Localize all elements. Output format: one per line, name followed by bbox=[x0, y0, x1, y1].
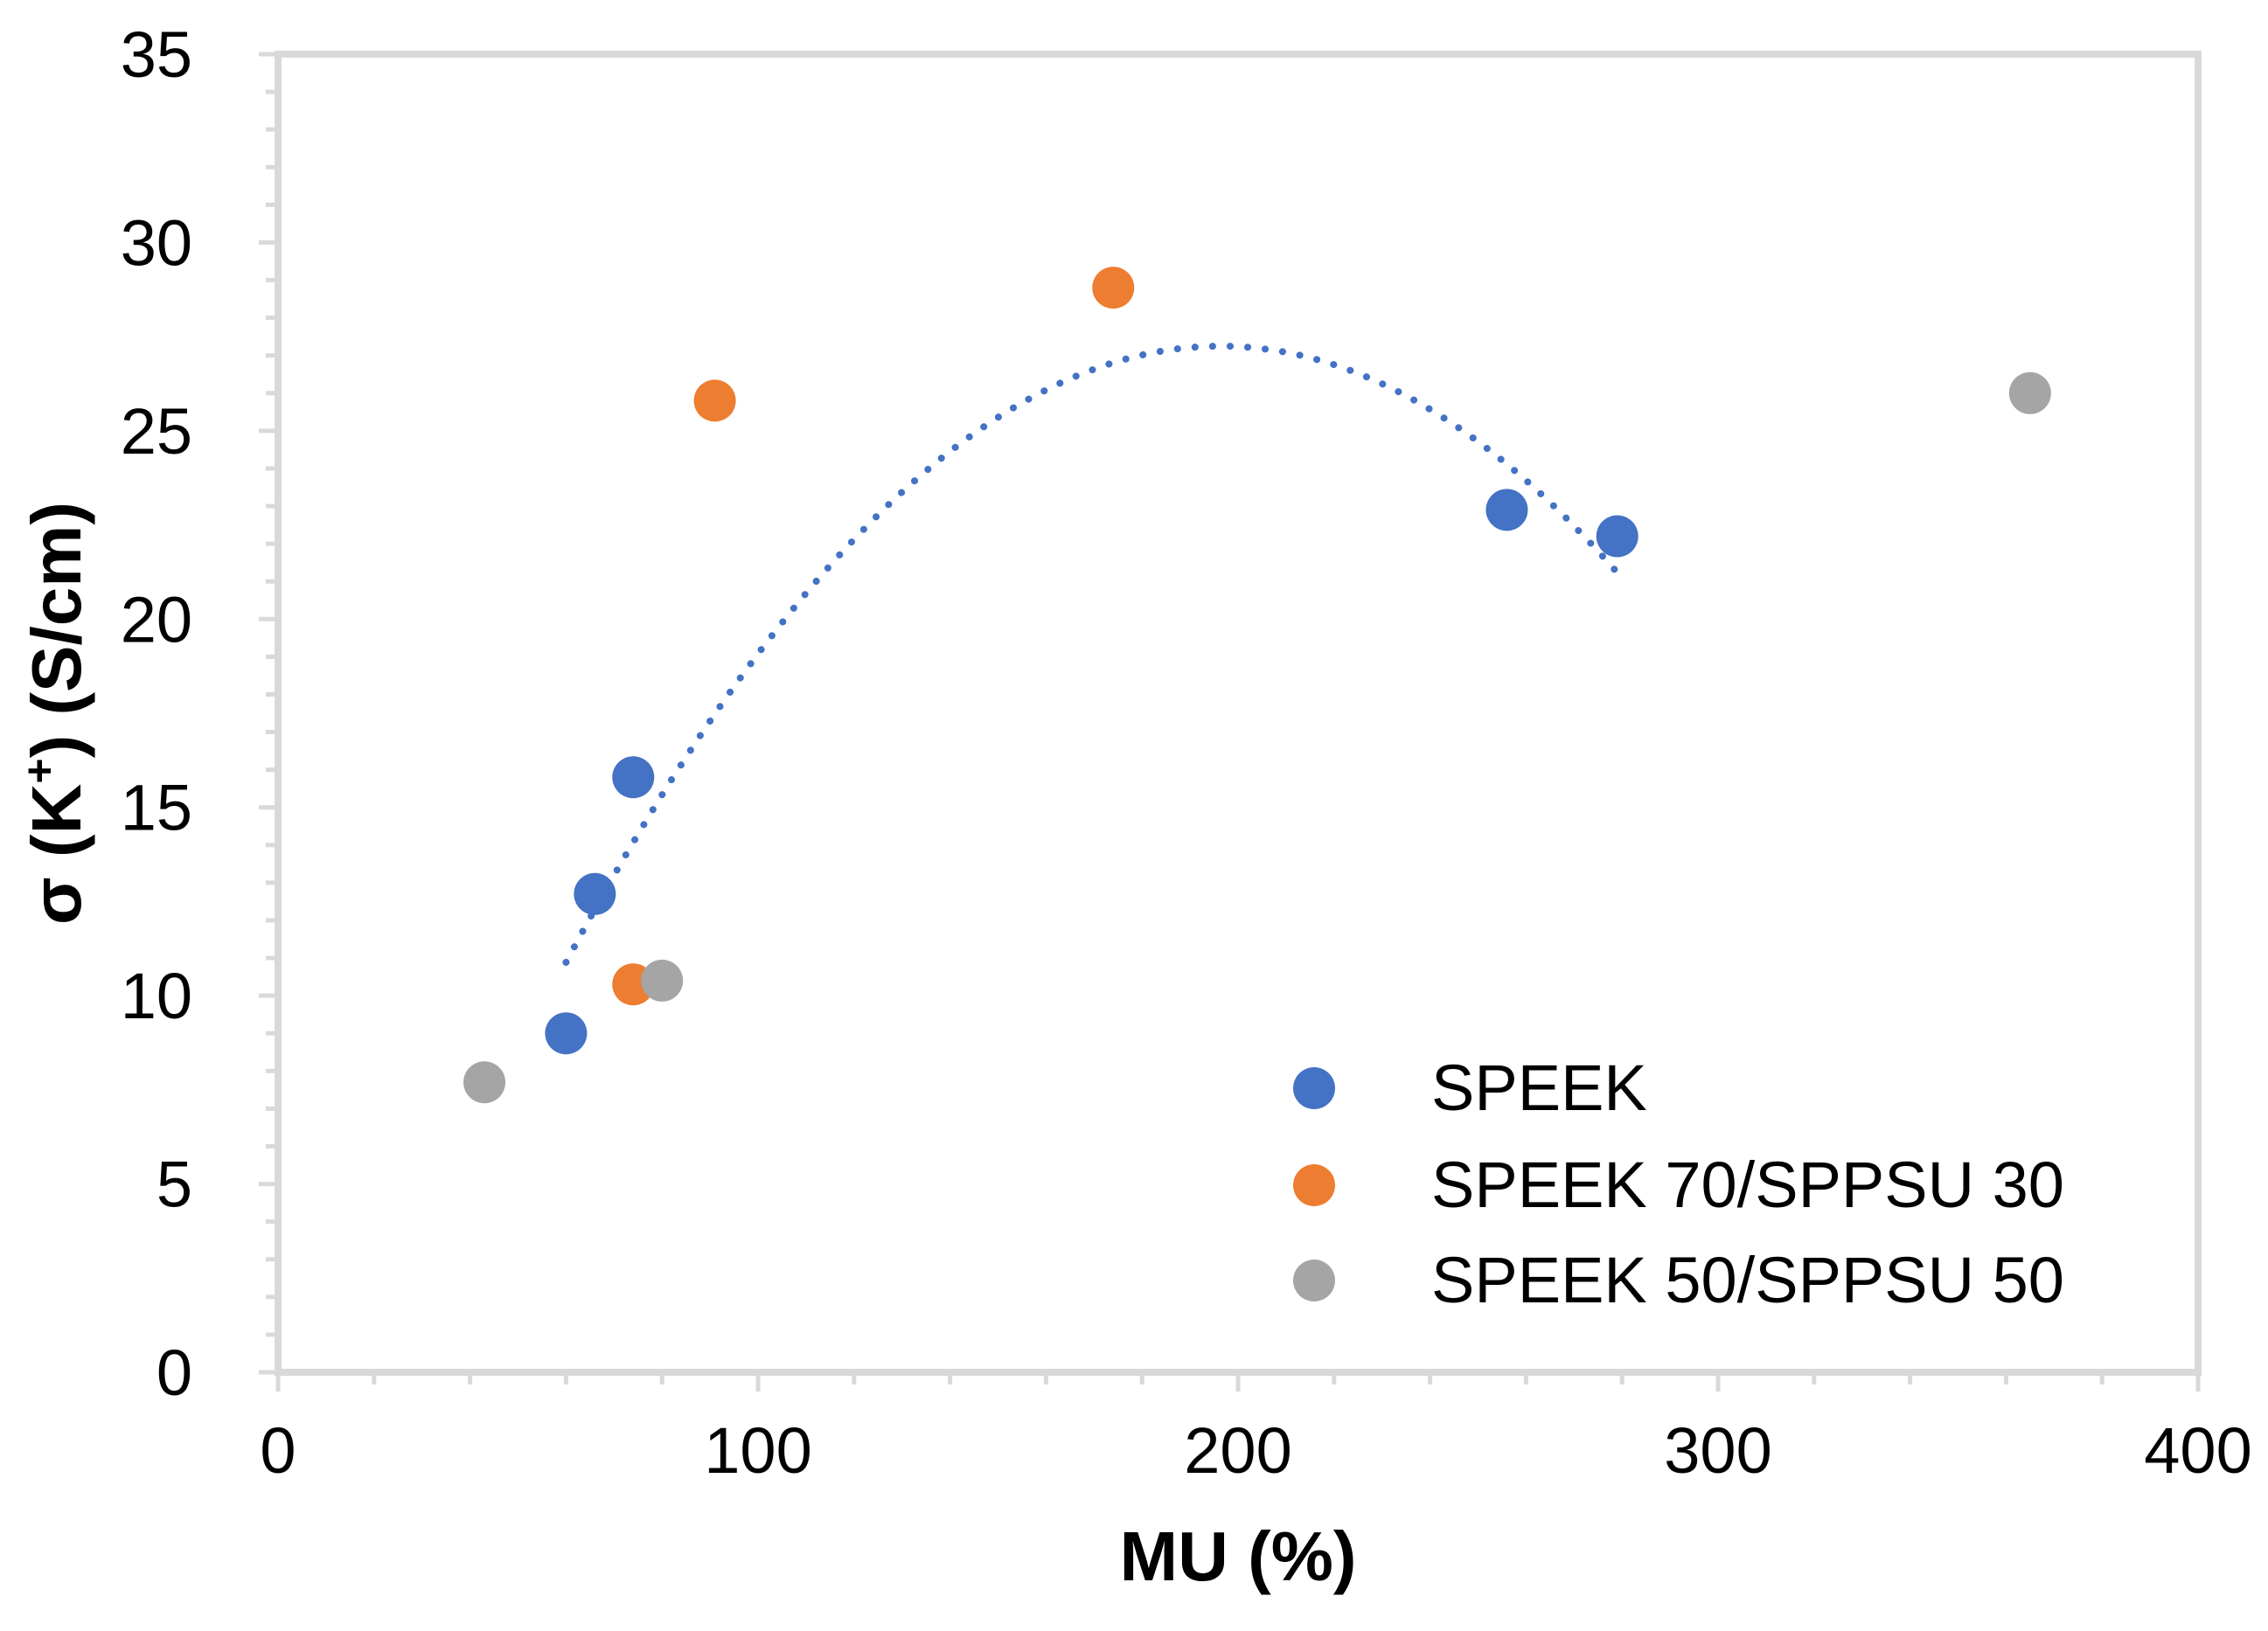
legend-marker-speek50-sppsu50 bbox=[1293, 1260, 1335, 1301]
legend-label-speek70-sppsu30: SPEEK 70/SPPSU 30 bbox=[1431, 1149, 2064, 1221]
point-series-0 bbox=[1596, 515, 1638, 558]
x-axis-title: MU (%) bbox=[1119, 1517, 1356, 1595]
y-axis-title-main: σ (K bbox=[17, 783, 95, 925]
x-tick-label: 300 bbox=[1664, 1414, 1771, 1487]
data-points bbox=[463, 267, 2051, 1104]
x-tick-label: 400 bbox=[2144, 1414, 2251, 1487]
point-series-1 bbox=[1092, 267, 1135, 309]
point-series-0 bbox=[1485, 489, 1528, 531]
trendline-speek bbox=[562, 342, 1621, 966]
y-tick-label: 20 bbox=[121, 583, 192, 656]
y-tick-label: 25 bbox=[121, 395, 192, 468]
y-tick-label: 30 bbox=[121, 206, 192, 279]
point-series-2 bbox=[463, 1061, 506, 1104]
y-tick-label: 15 bbox=[121, 772, 192, 844]
legend: SPEEK SPEEK 70/SPPSU 30 SPEEK 50/SPPSU 5… bbox=[1293, 1051, 2064, 1316]
y-axis-title: σ (K+) (S/cm) bbox=[15, 502, 95, 925]
point-series-0 bbox=[545, 1012, 588, 1055]
y-tick-label: 35 bbox=[121, 18, 192, 91]
tick-labels: 0 5 10 15 20 25 30 35 0 100 200 300 400 bbox=[121, 18, 2252, 1487]
legend-label-speek: SPEEK bbox=[1431, 1051, 1647, 1124]
x-tick-label: 0 bbox=[260, 1414, 296, 1487]
y-tick-label: 5 bbox=[157, 1149, 192, 1221]
y-axis-title-rest: ) (S/cm) bbox=[17, 502, 95, 758]
x-tick-label: 100 bbox=[704, 1414, 811, 1487]
legend-label-speek50-sppsu50: SPEEK 50/SPPSU 50 bbox=[1431, 1244, 2064, 1316]
point-series-0 bbox=[574, 872, 616, 915]
y-tick-label: 0 bbox=[157, 1336, 192, 1409]
y-tick-label: 10 bbox=[121, 960, 192, 1032]
point-series-1 bbox=[693, 379, 736, 422]
y-axis-title-superscript: + bbox=[15, 758, 64, 783]
trendline-group bbox=[562, 342, 1621, 966]
axis-ticks bbox=[259, 52, 2201, 1392]
point-series-2 bbox=[641, 959, 684, 1002]
legend-marker-speek70-sppsu30 bbox=[1293, 1164, 1335, 1206]
x-tick-label: 200 bbox=[1184, 1414, 1291, 1487]
point-series-2 bbox=[2008, 371, 2051, 414]
point-series-0 bbox=[612, 756, 655, 799]
legend-marker-speek bbox=[1293, 1067, 1335, 1109]
